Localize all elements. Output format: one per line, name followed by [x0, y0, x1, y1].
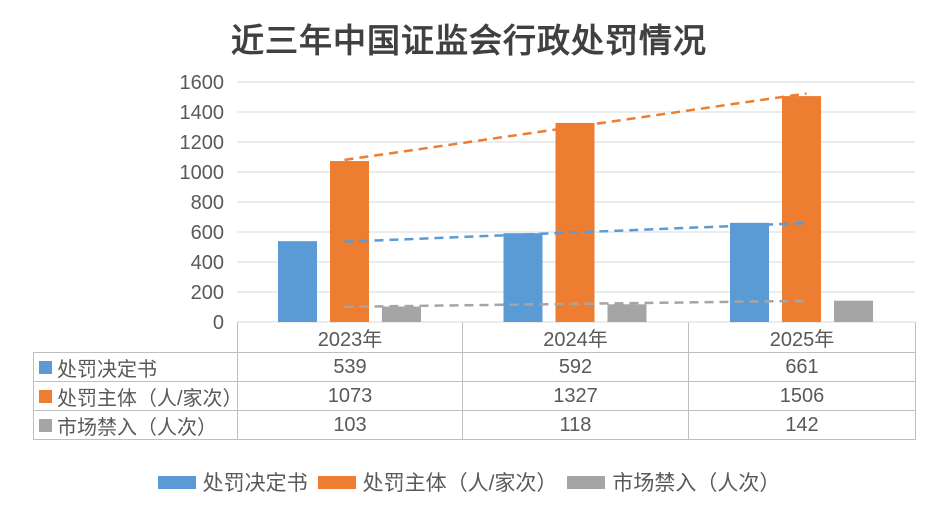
- series-name: 处罚主体（人/家次）: [57, 387, 237, 410]
- table-value-cell: 103: [237, 411, 462, 440]
- chart-title: 近三年中国证监会行政处罚情况: [231, 22, 707, 59]
- legend-label: 处罚决定书: [202, 472, 308, 495]
- bar-series1-cat2: [503, 233, 543, 322]
- table-row-label: 处罚主体（人/家次）: [33, 382, 237, 411]
- series-name: 处罚决定书: [57, 358, 157, 381]
- y-axis-tick-label: 1400: [180, 102, 225, 124]
- legend-item: 处罚主体（人/家次）: [317, 467, 558, 497]
- legend-swatch-icon: [157, 475, 196, 489]
- table-row-label: 处罚决定书: [33, 353, 237, 382]
- table-value-cell: 539: [237, 353, 462, 382]
- table-value-cell: 118: [462, 411, 688, 440]
- y-axis-tick-label: 200: [191, 282, 224, 304]
- legend-key-icon: [39, 389, 52, 403]
- table-value-cell: 661: [688, 353, 916, 382]
- bar-series2-cat2: [555, 122, 595, 322]
- y-axis-tick-label: 0: [213, 312, 224, 330]
- bar-series1-cat3: [730, 222, 769, 322]
- y-axis-tick-label: 1600: [180, 72, 225, 94]
- bar-series1-cat1: [278, 241, 317, 322]
- bar-series2-cat3: [782, 96, 821, 322]
- y-axis-tick-label: 1000: [180, 162, 225, 184]
- table-value-cell: 1073: [237, 382, 462, 411]
- y-axis-tick-label: 400: [191, 252, 224, 274]
- legend-label: 处罚主体（人/家次）: [362, 472, 558, 495]
- bar-series3-cat2: [607, 304, 647, 322]
- trendline-series2: [344, 92, 807, 162]
- y-axis-tick-label: 600: [191, 222, 224, 244]
- table-row-label: 市场禁入（人次）: [33, 411, 237, 440]
- series-name: 市场禁入（人次）: [57, 416, 217, 439]
- table-value-cell: 1506: [688, 382, 916, 411]
- table-value-cell: 142: [688, 411, 916, 440]
- legend-key-icon: [39, 418, 52, 432]
- plot-area: 0 200 400 600 800 1000 1200 1400 1600: [180, 72, 915, 330]
- table-corner-cell: [33, 322, 237, 353]
- chart-legend: 处罚决定书 处罚主体（人/家次） 市场禁入（人次）: [0, 467, 938, 497]
- y-axis-tick-label: 1200: [180, 132, 225, 154]
- trendline-series3: [344, 299, 807, 309]
- chart-data-table: 2023年 2024年 2025年 处罚决定书 539 592 661 处罚主体（人/家次） 1…: [33, 322, 916, 440]
- table-header-year: 2023年: [237, 322, 462, 353]
- bar-series3-cat1: [382, 306, 421, 322]
- legend-label: 市场禁入（人次）: [612, 472, 781, 495]
- trendline-series1: [344, 221, 807, 244]
- table-value-cell: 592: [462, 353, 688, 382]
- y-axis-tick-label: 800: [191, 192, 224, 214]
- table-value-cell: 1327: [462, 382, 688, 411]
- legend-key-icon: [39, 360, 52, 374]
- legend-swatch-icon: [567, 475, 606, 489]
- table-header-year: 2024年: [462, 322, 688, 353]
- legend-item: 处罚决定书: [157, 467, 308, 497]
- legend-item: 市场禁入（人次）: [567, 467, 780, 497]
- legend-swatch-icon: [317, 475, 356, 489]
- table-header-year: 2025年: [688, 322, 916, 353]
- bar-series3-cat3: [834, 300, 873, 322]
